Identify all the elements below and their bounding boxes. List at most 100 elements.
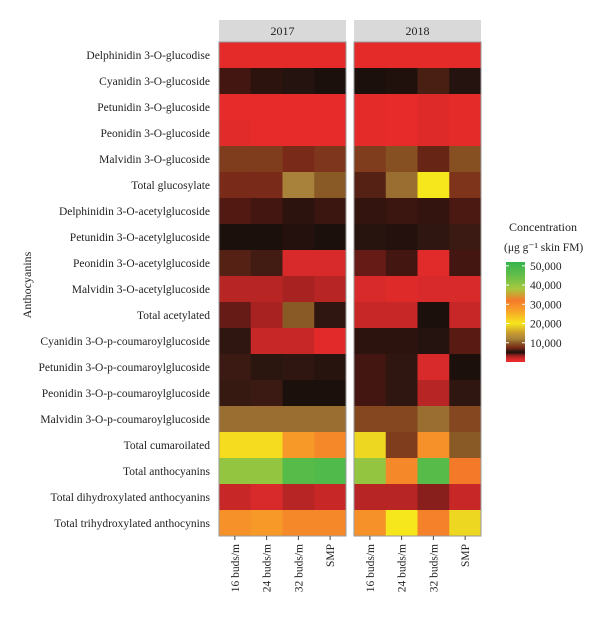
heatmap-cell	[282, 224, 315, 251]
heatmap-cell	[417, 42, 450, 69]
heatmap-cell	[250, 146, 283, 173]
heatmap-cell	[354, 146, 387, 173]
heatmap-cell	[449, 42, 482, 69]
heatmap-cell	[219, 484, 252, 511]
heatmap-cell	[250, 406, 283, 433]
heatmap-cell	[250, 172, 283, 199]
heatmap-cell	[385, 328, 418, 355]
row-label: Total cumaroilated	[124, 440, 211, 452]
heatmap-cell	[314, 302, 347, 329]
row-label: Cyanidin 3-O-glucoside	[99, 76, 210, 88]
heatmap-cell	[385, 458, 418, 485]
heatmap-cell	[385, 380, 418, 407]
heatmap-cell	[354, 198, 387, 225]
heatmap-cell	[250, 68, 283, 95]
heatmap-cell	[250, 42, 283, 69]
heatmap-cell	[250, 250, 283, 277]
heatmap-cell	[282, 406, 315, 433]
heatmap-cell	[282, 250, 315, 277]
heatmap-cell	[314, 510, 347, 537]
heatmap-cell	[282, 94, 315, 121]
heatmap-cell	[282, 458, 315, 485]
heatmap-cell	[354, 276, 387, 303]
x-tick-label: 16 buds/m	[365, 544, 377, 592]
heatmap-cell	[449, 380, 482, 407]
heatmap-cell	[219, 120, 252, 147]
heatmap-cell	[417, 172, 450, 199]
row-label: Total acetylated	[137, 310, 210, 322]
heatmap-cell	[314, 146, 347, 173]
facet-strip	[219, 20, 346, 42]
heatmap-cell	[354, 94, 387, 121]
heatmap-cell	[219, 146, 252, 173]
heatmap-cell	[385, 224, 418, 251]
heatmap-cell	[449, 120, 482, 147]
x-tick-label: 32 buds/m	[428, 544, 440, 592]
heatmap-cell	[250, 94, 283, 121]
heatmap-cell	[449, 172, 482, 199]
facet-strip	[354, 20, 481, 42]
heatmap-cell	[219, 172, 252, 199]
heatmap-cell	[219, 328, 252, 355]
heatmap-cell	[250, 380, 283, 407]
heatmap-cell	[314, 406, 347, 433]
heatmap-cell	[314, 68, 347, 95]
row-label: Petunidin 3-O-p-coumaroylglucoside	[38, 362, 210, 374]
heatmap-cell	[250, 328, 283, 355]
heatmap-cell	[314, 354, 347, 381]
heatmap-cell	[219, 510, 252, 537]
row-label: Total dihydroxylated anthocyanins	[50, 492, 210, 504]
heatmap-cell	[385, 172, 418, 199]
heatmap-cell	[385, 510, 418, 537]
heatmap-cell	[449, 146, 482, 173]
heatmap-cell	[417, 380, 450, 407]
heatmap-cell	[219, 406, 252, 433]
row-label: Delphinidin 3-O-acetylglucoside	[59, 206, 210, 218]
heatmap-cell	[354, 406, 387, 433]
heatmap-cell	[314, 42, 347, 69]
heatmap-cell	[385, 198, 418, 225]
heatmap-cell	[282, 354, 315, 381]
heatmap-cell	[219, 42, 252, 69]
facet-panels: 2017 16 buds/m 24 buds/m 32 buds/m SMP 2018 16…	[218, 20, 482, 592]
heatmap-cell	[354, 172, 387, 199]
heatmap-cell	[354, 458, 387, 485]
facet-2018: 2018 16 buds/m 24 buds/m 32 buds/m SMP	[353, 20, 482, 592]
heatmap-cell	[354, 302, 387, 329]
heatmap-cell	[449, 224, 482, 251]
heatmap-cell	[417, 224, 450, 251]
heatmap-cell	[282, 198, 315, 225]
heatmap-cell	[219, 458, 252, 485]
heatmap-cell	[250, 120, 283, 147]
heatmap-cell	[385, 354, 418, 381]
heatmap-cell	[354, 380, 387, 407]
x-tick-label: SMP	[325, 544, 337, 567]
facet-2017: 2017 16 buds/m 24 buds/m 32 buds/m SMP	[218, 20, 347, 592]
row-label: Total glucosylate	[131, 180, 210, 192]
heatmap-cell	[449, 276, 482, 303]
panel-border	[218, 41, 347, 537]
heatmap-cell	[219, 432, 252, 459]
row-label: Peonidin 3-O-acetylglucoside	[73, 258, 210, 270]
facet-label: 2018	[406, 24, 430, 38]
row-label: Peonidin 3-O-glucoside	[100, 128, 210, 140]
heatmap-cell	[385, 250, 418, 277]
heatmap-cell	[385, 120, 418, 147]
x-tick-label: 24 buds/m	[397, 544, 409, 592]
heatmap-cell	[314, 484, 347, 511]
heatmap-cell	[449, 250, 482, 277]
heatmap-cell	[282, 328, 315, 355]
heatmap-cell	[354, 68, 387, 95]
heatmap-cell	[219, 380, 252, 407]
heatmap-cell	[219, 302, 252, 329]
heatmap-cell	[417, 198, 450, 225]
panel-border	[353, 41, 482, 537]
heatmap-cell	[449, 302, 482, 329]
row-label: Malvidin 3-O-acetylglucoside	[72, 284, 210, 296]
legend: Concentration (μg g⁻¹ skin FM) 50,000 40,…	[504, 220, 583, 362]
heatmap-cell	[219, 250, 252, 277]
heatmap-cell	[417, 276, 450, 303]
heatmap-cell	[417, 484, 450, 511]
row-label: Malvidin 3-O-p-coumaroylglucoside	[40, 414, 210, 426]
heatmap-cell	[282, 120, 315, 147]
